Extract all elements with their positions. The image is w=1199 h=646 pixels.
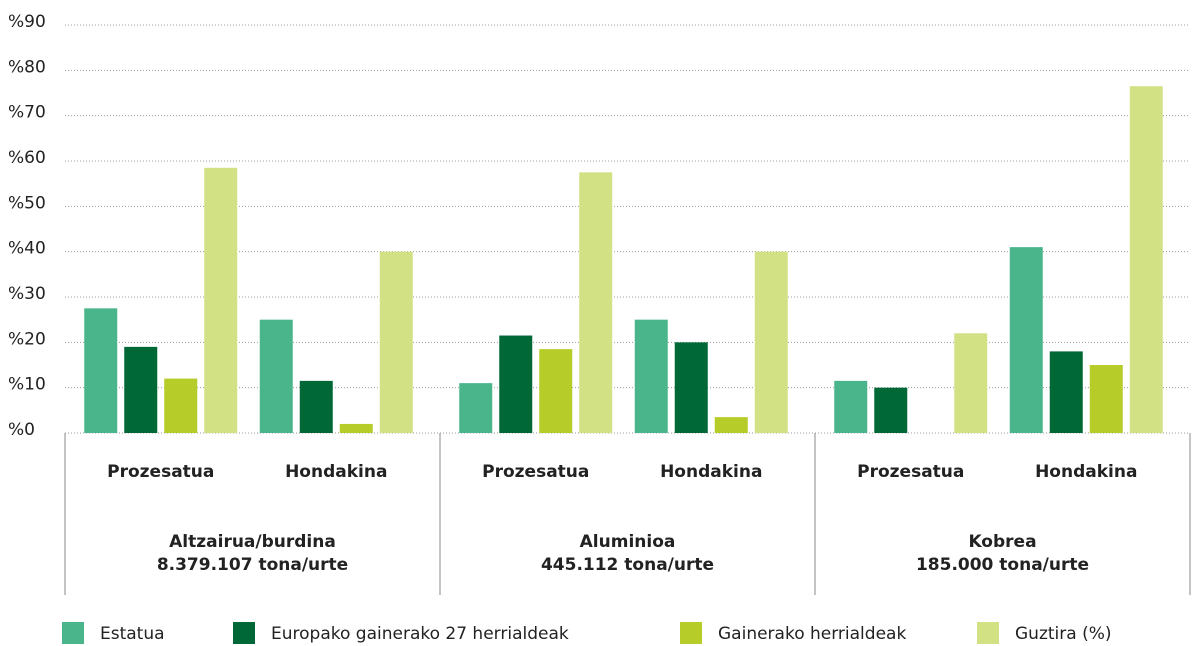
bar [164, 378, 198, 433]
bar [579, 172, 613, 434]
bar [874, 387, 908, 433]
bar [954, 333, 988, 433]
y-tick-label: %70 [8, 103, 46, 123]
bar [459, 383, 493, 433]
x-tick-label: Prozesatua [482, 462, 589, 482]
bar [124, 346, 158, 433]
x-tick-label: Prozesatua [107, 462, 214, 482]
bar [674, 342, 708, 433]
bar [634, 319, 668, 433]
bar [339, 423, 373, 433]
x-tick-label: Hondakina [660, 462, 762, 482]
bar [499, 335, 533, 433]
group-label: Aluminioa [580, 532, 676, 552]
bar [539, 349, 573, 433]
y-tick-label: %80 [8, 57, 46, 77]
y-tick-label: %20 [8, 329, 46, 349]
y-tick-label: %60 [8, 148, 46, 168]
legend-swatch [62, 622, 84, 644]
group-label: Kobrea [968, 532, 1036, 552]
legend-label: Europako gainerako 27 herrialdeak [271, 624, 569, 644]
legend-label: Guztira (%) [1015, 624, 1112, 644]
bar [1009, 247, 1043, 433]
bar [1089, 365, 1123, 433]
y-tick-label: %30 [8, 284, 46, 304]
bar [204, 167, 238, 434]
legend-label: Estatua [100, 624, 165, 644]
bar [84, 308, 118, 433]
bar [1129, 86, 1163, 433]
group-amount: 8.379.107 tona/urte [157, 555, 348, 575]
y-tick-label: %0 [8, 420, 35, 440]
legend-label: Gainerako herrialdeak [718, 624, 906, 644]
x-tick-label: Hondakina [285, 462, 387, 482]
bar [754, 251, 788, 433]
group-amount: 185.000 tona/urte [916, 555, 1089, 575]
y-tick-label: %40 [8, 239, 46, 259]
group-label: Altzairua/burdina [169, 532, 336, 552]
bar [299, 380, 333, 433]
x-tick-label: Prozesatua [857, 462, 964, 482]
bar [1049, 351, 1083, 433]
legend-swatch [233, 622, 255, 644]
legend-swatch [680, 622, 702, 644]
group-amount: 445.112 tona/urte [541, 555, 714, 575]
bar [259, 319, 293, 433]
y-tick-label: %90 [8, 12, 46, 32]
bar [834, 380, 868, 433]
bar [714, 417, 748, 433]
y-tick-label: %50 [8, 193, 46, 213]
y-tick-label: %10 [8, 375, 46, 395]
legend-swatch [977, 622, 999, 644]
bar [379, 251, 413, 433]
x-tick-label: Hondakina [1035, 462, 1137, 482]
